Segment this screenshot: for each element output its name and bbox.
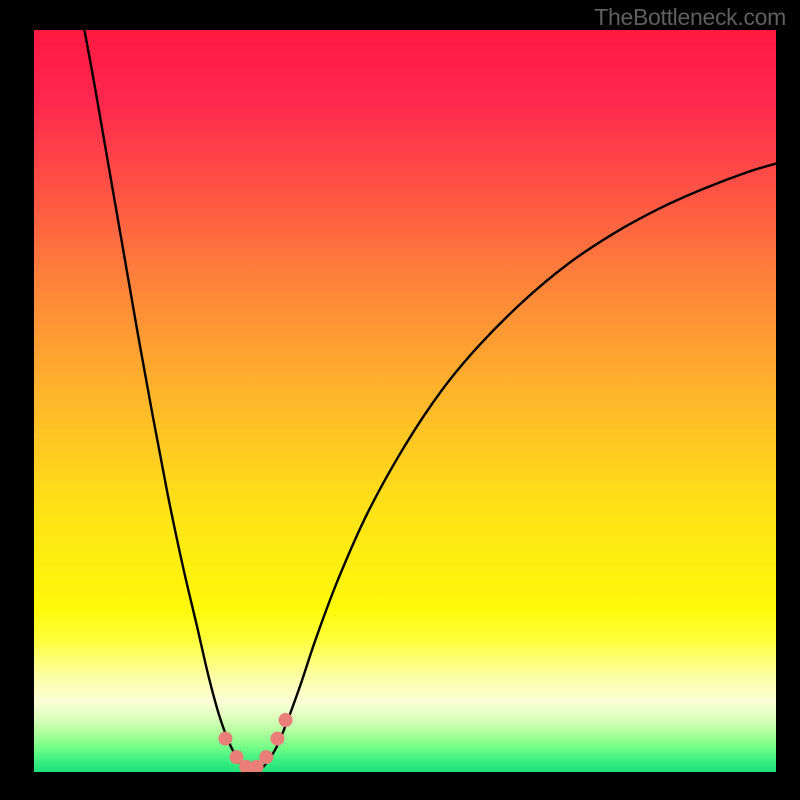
marker-dot <box>279 713 293 727</box>
bottleneck-chart <box>0 0 800 800</box>
gradient-background <box>34 30 776 772</box>
watermark-text: TheBottleneck.com <box>594 4 786 31</box>
marker-dot <box>270 732 284 746</box>
marker-dot <box>259 750 273 764</box>
marker-dot <box>218 732 232 746</box>
